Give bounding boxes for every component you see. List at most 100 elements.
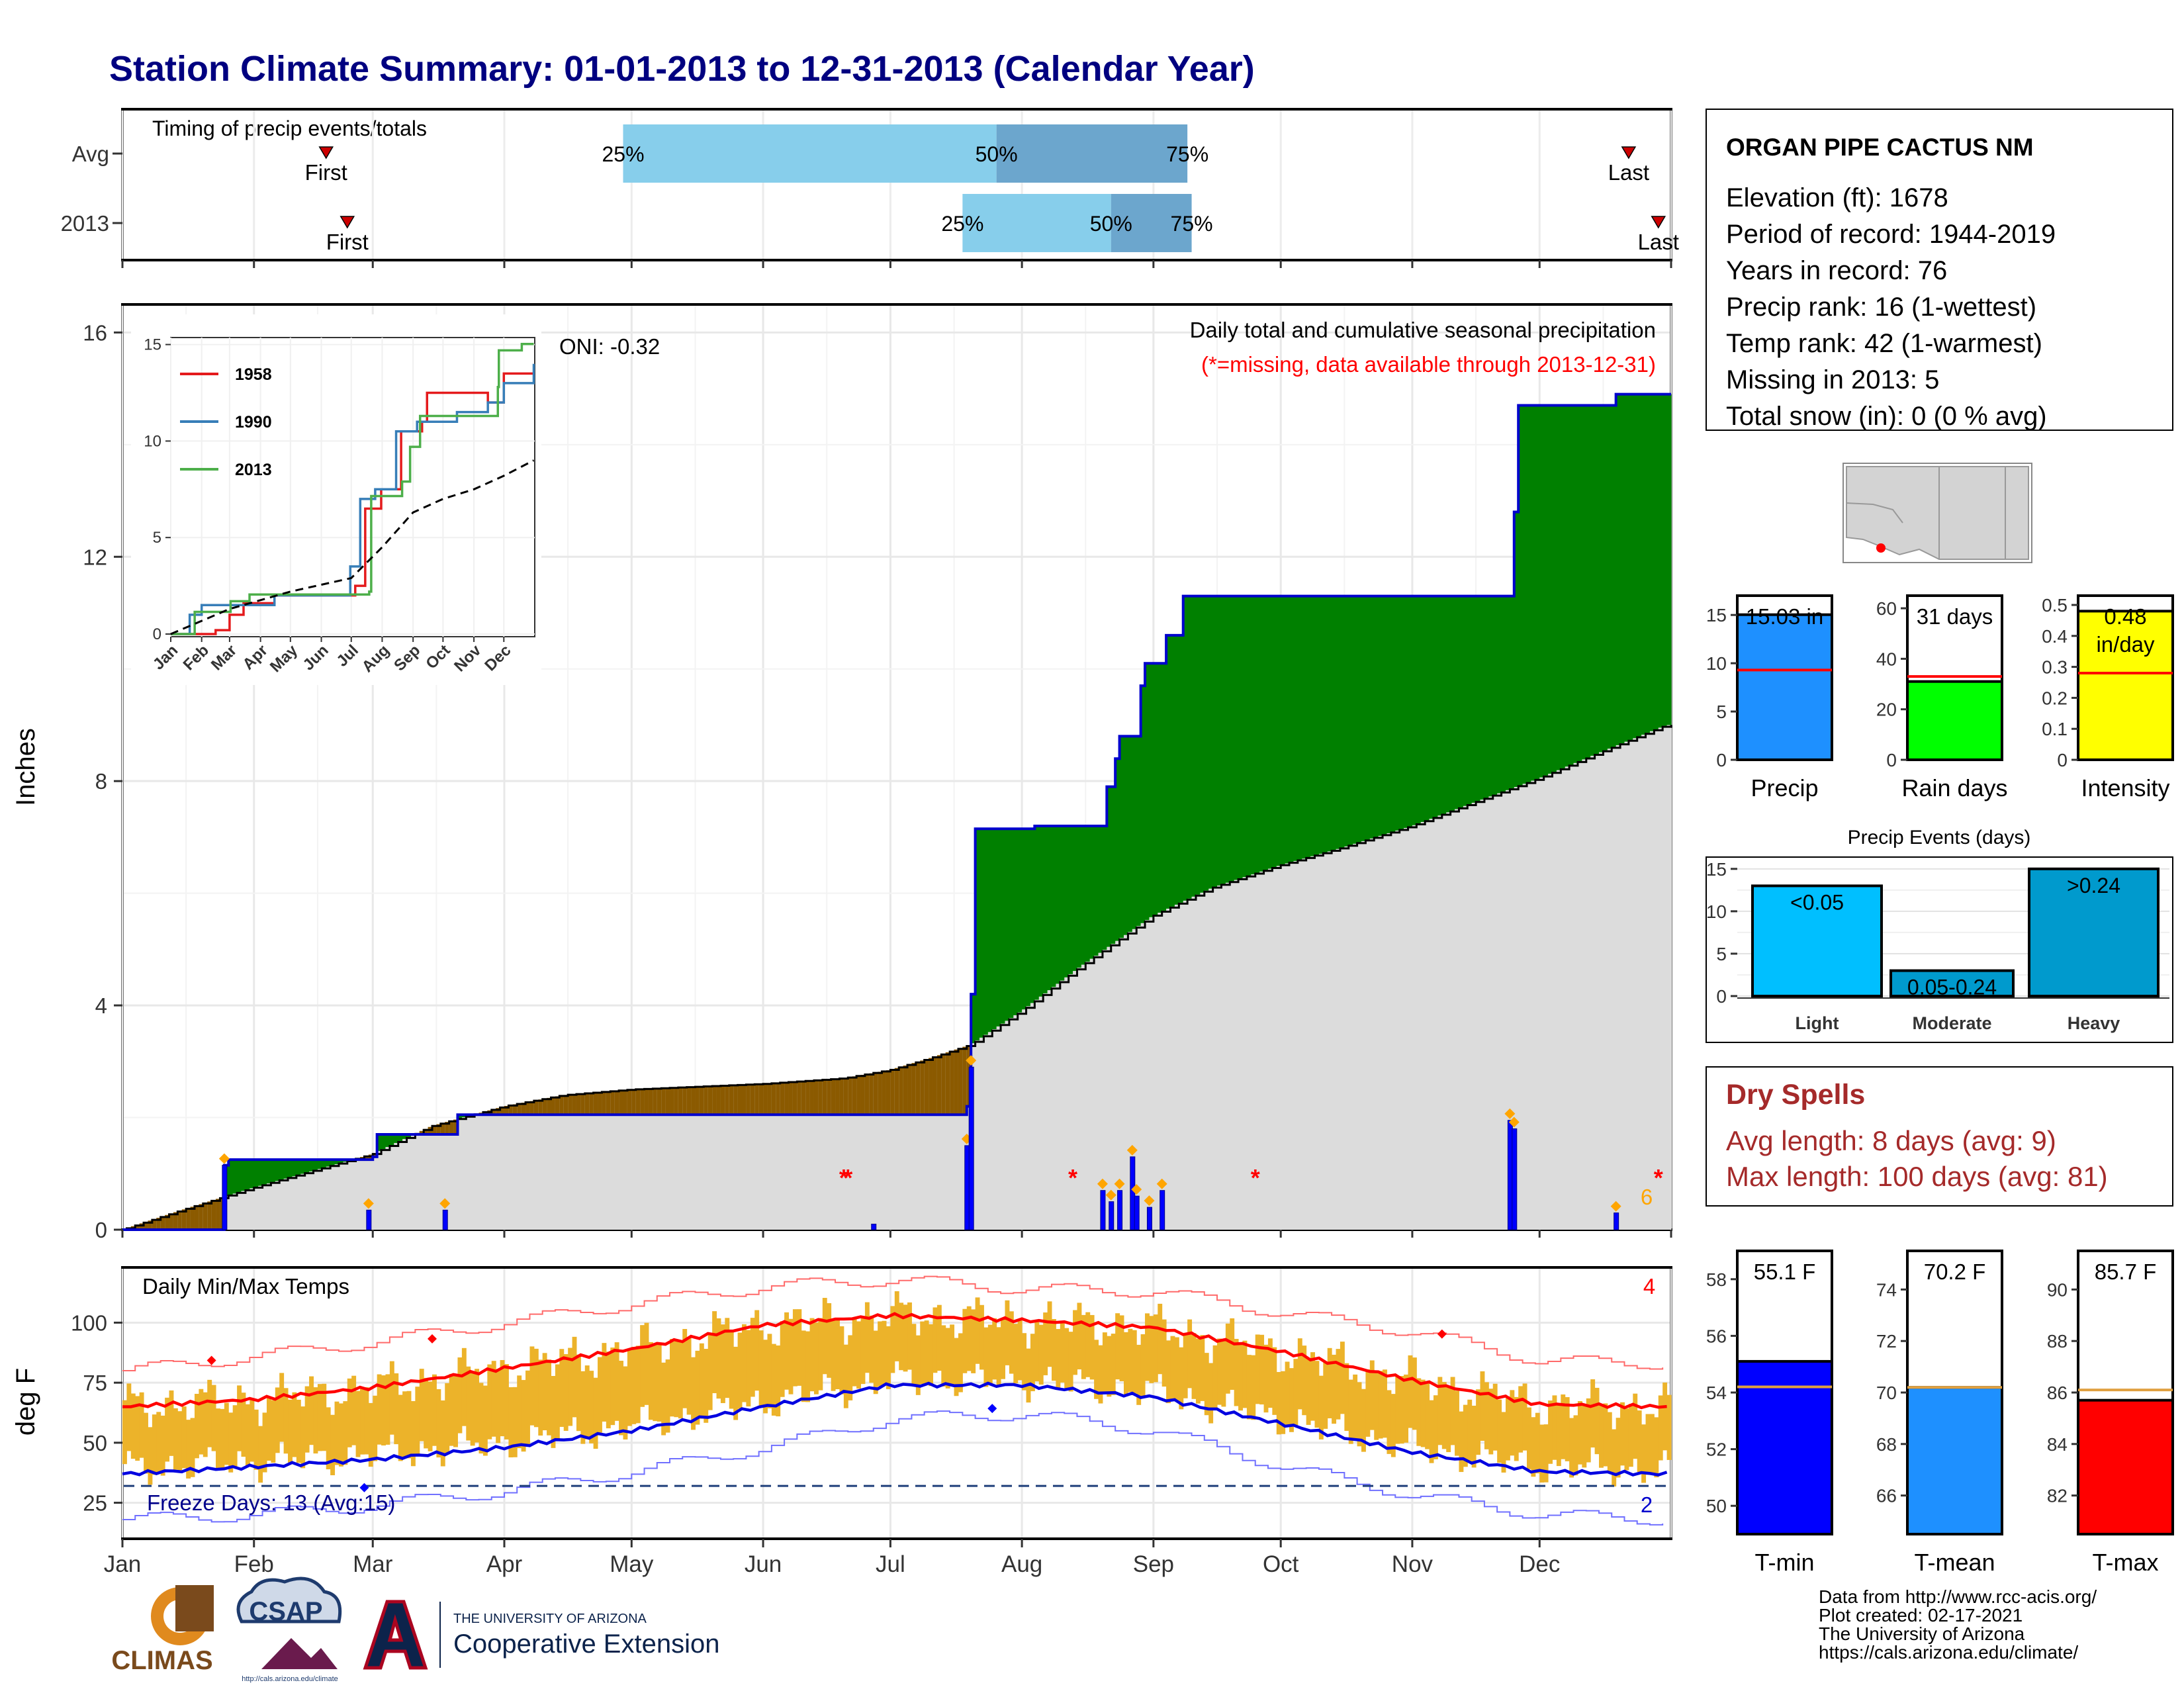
above-average-area [1620,394,1625,744]
above-average-area [1255,596,1260,873]
above-average-area [390,1134,394,1145]
above-average-area [1506,596,1510,790]
above-average-area [279,1160,284,1180]
below-average-area [856,1075,861,1115]
daily-temp-bar [992,1318,997,1380]
events-category-label: Light [1796,1013,1839,1033]
credit-line: Data from http://www.rcc-acis.org/ [1819,1586,2097,1607]
daily-temp-bar [296,1400,301,1463]
daily-temp-bar [1111,1334,1116,1395]
daily-temp-bar [407,1391,412,1459]
above-average-area [1247,596,1251,876]
above-average-area [1205,596,1209,891]
temp-summary-t-mean-tick-label: 68 [1876,1434,1897,1455]
above-average-area [300,1160,305,1173]
temp-summary-t-min-tick-label: 52 [1706,1440,1727,1460]
above-average-area [988,829,993,1032]
daily-temp-bar [483,1386,488,1456]
daily-temp-bar [1659,1395,1663,1460]
avg-cumulative-area [390,1145,394,1230]
above-average-area [1578,406,1582,762]
daily-precip-bar [367,1210,371,1230]
avg-cumulative-area [1561,768,1565,1230]
above-average-area [1302,596,1306,859]
month-axis-label: Aug [1001,1551,1042,1577]
daily-temp-bar [436,1389,441,1457]
daily-temp-bar [1480,1371,1485,1441]
above-average-area [1200,596,1205,893]
timing-q25-label: 25% [602,142,644,166]
daily-temp-bar [976,1297,980,1363]
avg-cumulative-area [1459,807,1463,1230]
above-average-area [1437,596,1442,816]
avg-cumulative-area [1077,968,1081,1230]
avg-cumulative-area [305,1173,310,1230]
daily-temp-bar [640,1325,645,1407]
daily-temp-bar [220,1409,224,1470]
below-average-area [555,1096,560,1115]
daily-temp-bar [636,1346,641,1423]
summary-rain-days-tick-label: 0 [1886,750,1897,770]
avg-cumulative-area [398,1141,403,1230]
precip-y-tick-label: 0 [95,1218,107,1242]
daily-temp-bar [580,1371,585,1444]
avg-cumulative-area [1340,848,1345,1230]
above-average-area [1603,406,1608,751]
daily-temp-bar [140,1393,144,1458]
above-average-area [1480,596,1485,800]
daily-temp-bar [318,1384,322,1451]
avg-cumulative-area [1277,866,1281,1230]
above-average-area [1175,635,1179,905]
daily-temp-bar [1404,1375,1408,1443]
temp-y-tick-label: 25 [83,1491,107,1516]
daily-precip-bar [1101,1191,1105,1230]
avg-cumulative-area [1175,905,1179,1230]
missing-day-marker-icon: * [1654,1164,1663,1191]
above-average-area [1467,596,1472,805]
month-axis-label: Sep [1133,1551,1174,1577]
below-average-area [861,1075,866,1115]
avg-cumulative-area [326,1167,331,1230]
daily-temp-bar [1467,1400,1472,1463]
temp-summary-t-mean-label: T-mean [1914,1549,1995,1576]
avg-cumulative-area [1043,993,1048,1230]
daily-temp-bar [1200,1335,1205,1401]
above-average-area [1136,736,1141,926]
summary-rain-days-tick-label: 40 [1876,649,1897,669]
below-average-area [793,1081,797,1115]
daily-temp-bar [1103,1332,1107,1394]
credit-line: Plot created: 02-17-2021 [1819,1605,2023,1625]
avg-cumulative-area [1179,903,1183,1230]
below-average-area [627,1089,632,1115]
temp-summary-t-mean-tick-label: 70 [1876,1383,1897,1403]
above-average-area [1259,596,1264,872]
above-average-area [1502,596,1506,792]
above-average-area [296,1160,301,1175]
daily-temp-bar [1332,1355,1336,1424]
below-average-area [754,1084,759,1115]
avg-cumulative-area [1629,740,1633,1230]
avg-cumulative-area [309,1171,314,1230]
daily-temp-bar [1289,1368,1294,1432]
daily-temp-bar [1145,1313,1150,1381]
timing-bar-lower [623,124,996,183]
avg-cumulative-area [347,1161,352,1230]
avg-cumulative-area [1582,759,1586,1230]
above-average-area [1171,635,1175,907]
month-axis-label: Nov [1392,1551,1433,1577]
below-average-area [657,1088,662,1115]
station-line: Period of record: 1944-2019 [1726,220,2056,249]
daily-temp-bar [789,1319,794,1394]
above-average-area [1476,596,1480,801]
daily-temp-bar [343,1401,347,1465]
avg-cumulative-area [1535,779,1540,1230]
avg-cumulative-area [525,1102,530,1230]
above-average-area [1459,596,1463,808]
avg-cumulative-area [343,1162,347,1230]
above-average-area [1226,596,1230,883]
above-average-area [1323,596,1328,853]
daily-temp-bar [1336,1349,1341,1420]
daily-temp-bar [1107,1336,1111,1397]
daily-temp-bar [1637,1410,1642,1472]
